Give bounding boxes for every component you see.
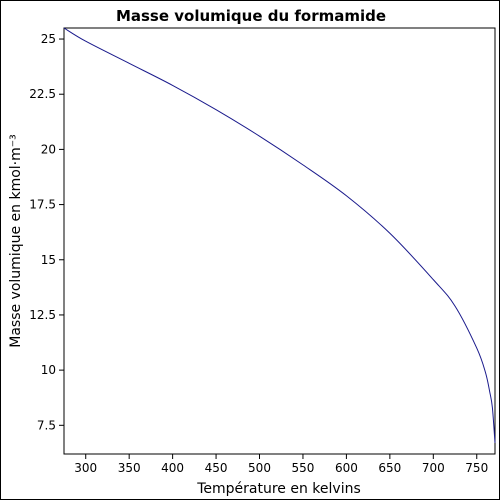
x-tick-label: 500 bbox=[248, 461, 271, 475]
y-tick-label: 7.5 bbox=[37, 418, 56, 432]
x-tick-label: 700 bbox=[422, 461, 445, 475]
plot-area bbox=[63, 27, 496, 455]
y-tick-label: 20 bbox=[41, 142, 56, 156]
y-tick-label: 15 bbox=[41, 253, 56, 267]
x-tick-label: 300 bbox=[74, 461, 97, 475]
x-tick-label: 400 bbox=[161, 461, 184, 475]
y-tick-label: 10 bbox=[41, 363, 56, 377]
density-curve bbox=[63, 27, 496, 443]
y-tick-label: 12.5 bbox=[29, 308, 56, 322]
x-tick-label: 650 bbox=[378, 461, 401, 475]
y-axis: 7.5 10 12.5 15 17.5 20 22.5 25 bbox=[29, 32, 64, 432]
y-tick-label: 22.5 bbox=[29, 87, 56, 101]
x-tick-label: 350 bbox=[118, 461, 141, 475]
x-tick-label: 450 bbox=[205, 461, 228, 475]
x-tick-label: 600 bbox=[335, 461, 358, 475]
chart-title: Masse volumique du formamide bbox=[116, 7, 386, 25]
y-axis-label: Masse volumique en kmol·m⁻³ bbox=[8, 134, 24, 348]
y-tick-label: 17.5 bbox=[29, 198, 56, 212]
x-axis: 300 350 400 450 500 550 600 650 700 750 bbox=[74, 454, 488, 475]
x-tick-label: 750 bbox=[465, 461, 488, 475]
y-tick-label: 25 bbox=[41, 32, 56, 46]
x-axis-label: Température en kelvins bbox=[196, 481, 361, 497]
x-tick-label: 550 bbox=[292, 461, 315, 475]
